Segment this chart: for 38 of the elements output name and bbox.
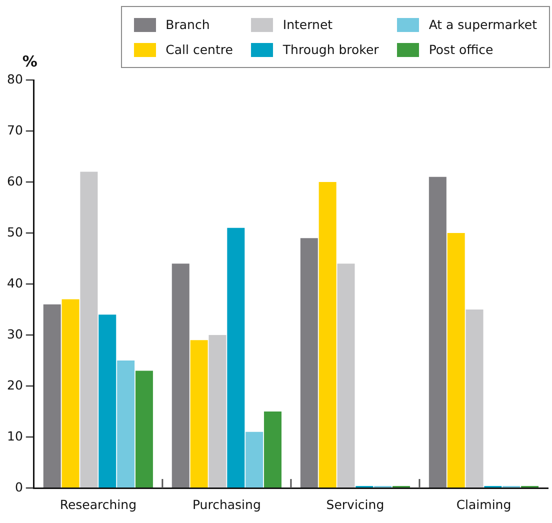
legend-label: Post office <box>428 42 494 57</box>
bar <box>447 233 465 488</box>
y-tick-label: 30 <box>7 326 23 342</box>
legend-label: Call centre <box>166 42 233 57</box>
x-tick-label: Purchasing <box>192 496 261 512</box>
y-tick-label: 60 <box>7 173 23 188</box>
bar <box>117 360 135 488</box>
bar <box>80 172 98 488</box>
y-tick-label: 80 <box>7 71 23 86</box>
legend-label: At a supermarket <box>428 17 537 32</box>
bar <box>208 335 226 488</box>
bar <box>135 370 153 488</box>
y-axis-title: % <box>22 52 38 70</box>
bar <box>466 310 484 488</box>
y-tick-label: 20 <box>7 377 23 392</box>
legend-label: Internet <box>282 17 333 32</box>
y-tick-label: 40 <box>7 275 23 290</box>
bar <box>62 299 80 488</box>
legend-label: Through broker <box>282 42 379 57</box>
bar <box>428 176 446 488</box>
bar <box>43 304 61 488</box>
legend-label: Branch <box>166 17 210 32</box>
bar <box>172 264 190 488</box>
x-tick-label: Claiming <box>456 496 512 512</box>
x-tick-label: Researching <box>60 496 137 512</box>
bar <box>98 314 116 488</box>
x-tick-label: Servicing <box>326 496 384 512</box>
bar <box>190 340 208 488</box>
y-tick-label: 10 <box>7 428 23 444</box>
y-tick-label: 50 <box>7 224 23 240</box>
y-tick-label: 70 <box>7 122 23 138</box>
bar <box>300 238 318 488</box>
bar <box>337 264 355 488</box>
bar <box>246 432 264 488</box>
bar <box>318 182 336 488</box>
y-tick-label: 0 <box>14 479 23 494</box>
bar <box>227 228 245 488</box>
bar <box>264 412 282 488</box>
